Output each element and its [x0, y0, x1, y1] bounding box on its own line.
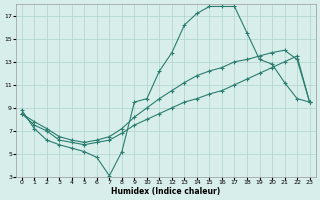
X-axis label: Humidex (Indice chaleur): Humidex (Indice chaleur) [111, 187, 220, 196]
